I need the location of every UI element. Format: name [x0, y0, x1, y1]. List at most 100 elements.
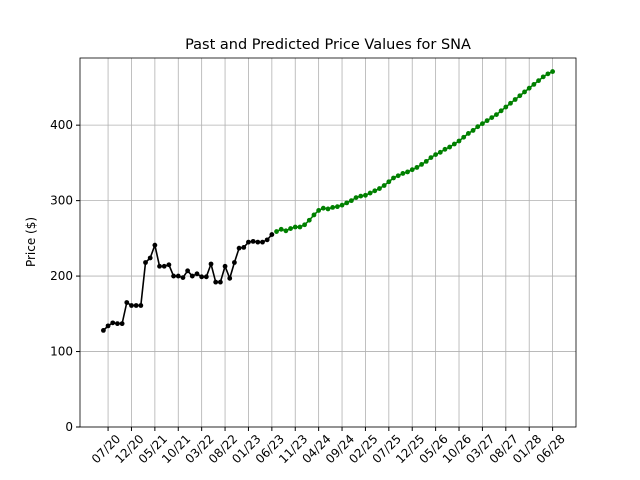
marker — [274, 229, 279, 234]
marker — [419, 161, 424, 167]
marker — [260, 239, 265, 245]
marker — [269, 232, 275, 237]
marker — [180, 275, 186, 280]
marker — [330, 205, 336, 210]
marker — [451, 141, 457, 147]
line — [102, 234, 273, 331]
marker — [339, 202, 345, 208]
marker — [292, 224, 298, 230]
marker — [100, 328, 106, 333]
marker — [115, 321, 120, 327]
marker — [222, 263, 228, 269]
marker — [344, 200, 350, 206]
marker — [325, 206, 331, 212]
marker — [437, 149, 443, 155]
marker — [381, 183, 387, 188]
marker — [414, 165, 420, 170]
marker — [203, 274, 209, 280]
marker — [133, 303, 139, 308]
marker — [157, 263, 162, 269]
marker — [283, 228, 289, 234]
marker — [110, 320, 116, 326]
chart-title: Past and Predicted Price Values for SNA — [185, 37, 471, 53]
marker — [236, 245, 242, 251]
marker — [185, 268, 191, 274]
marker — [484, 118, 490, 124]
marker — [208, 261, 214, 267]
marker — [278, 226, 284, 232]
y-axis-label: Price ($) — [24, 217, 38, 267]
marker — [124, 300, 130, 305]
marker — [456, 138, 462, 144]
marker — [465, 131, 471, 136]
line — [276, 70, 553, 233]
marker — [302, 222, 308, 228]
marker — [161, 263, 167, 269]
marker — [367, 190, 373, 196]
marker — [386, 179, 392, 185]
marker — [348, 198, 354, 204]
marker — [143, 260, 148, 265]
marker — [306, 217, 312, 223]
marker — [540, 74, 546, 80]
marker — [288, 226, 293, 231]
marker — [447, 144, 453, 150]
marker — [512, 97, 518, 102]
marker — [175, 273, 181, 279]
marker — [461, 134, 467, 140]
marker — [531, 82, 537, 87]
marker — [545, 71, 551, 77]
marker — [320, 205, 326, 211]
marker — [433, 152, 439, 157]
marker — [264, 237, 270, 243]
marker — [334, 204, 340, 210]
marker — [494, 112, 499, 117]
marker — [526, 85, 532, 91]
marker — [442, 146, 448, 152]
marker — [138, 303, 144, 308]
y-tick-label: 300 — [50, 194, 73, 208]
marker — [517, 93, 523, 99]
marker — [475, 124, 481, 130]
marker — [194, 271, 200, 277]
marker — [241, 245, 247, 250]
marker — [470, 128, 476, 133]
marker — [400, 171, 406, 176]
plot-frame — [79, 57, 577, 428]
marker — [550, 69, 556, 74]
y-tick-label: 400 — [50, 118, 73, 132]
marker — [166, 262, 172, 268]
marker — [189, 273, 195, 279]
marker — [498, 108, 504, 114]
marker — [217, 279, 223, 285]
marker — [358, 193, 364, 199]
marker — [311, 212, 317, 218]
marker — [372, 188, 378, 194]
marker — [405, 169, 410, 175]
marker — [480, 121, 485, 127]
marker — [316, 208, 322, 213]
y-tick-label: 0 — [65, 420, 73, 434]
marker — [489, 115, 495, 121]
marker — [250, 238, 256, 244]
marker — [227, 275, 233, 281]
marker — [297, 224, 303, 230]
marker — [232, 260, 237, 265]
marker — [508, 100, 513, 106]
marker — [536, 78, 541, 84]
marker — [105, 323, 111, 329]
marker — [129, 303, 134, 308]
marker — [391, 175, 396, 181]
marker — [255, 239, 261, 245]
marker — [522, 89, 527, 95]
marker — [377, 186, 382, 191]
marker — [503, 104, 509, 110]
marker — [147, 255, 153, 261]
marker — [353, 195, 359, 201]
marker — [152, 242, 158, 248]
marker — [246, 239, 251, 245]
marker — [199, 274, 205, 280]
marker — [363, 192, 368, 198]
marker — [428, 155, 434, 161]
